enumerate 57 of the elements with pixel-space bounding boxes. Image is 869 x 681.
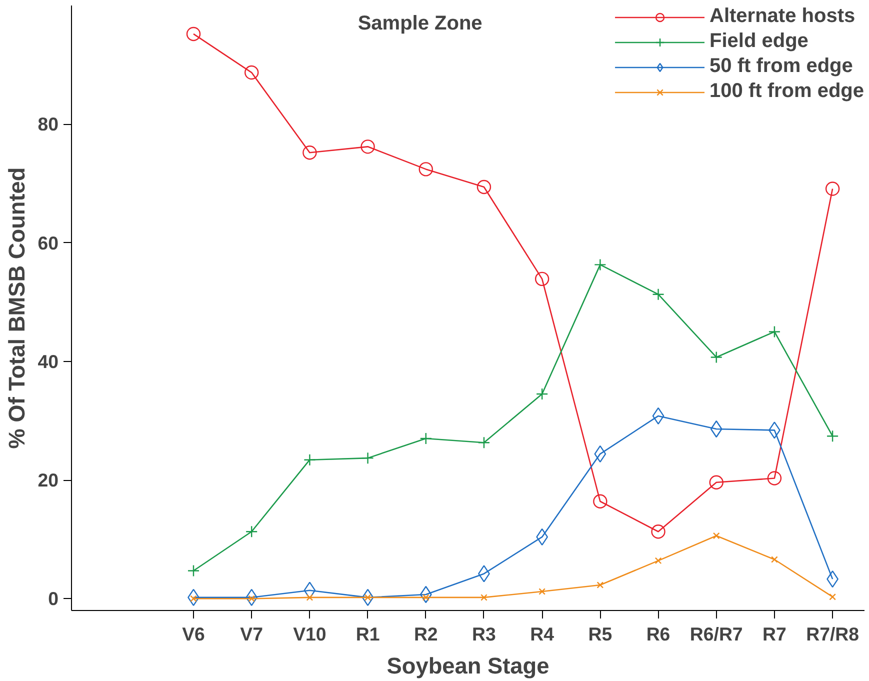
y-tick-label: 40 [38, 350, 59, 372]
point [245, 526, 258, 538]
point [302, 146, 317, 160]
y-tick-label: 20 [38, 470, 59, 491]
x-tick-label: R3 [472, 624, 496, 644]
point [536, 388, 548, 400]
x-tick-label: R1 [356, 624, 380, 644]
point [476, 180, 492, 194]
point [186, 26, 201, 42]
point [767, 471, 782, 486]
point [538, 588, 546, 595]
x-tick-label: V6 [182, 624, 205, 644]
x-tick-label: R6 [646, 624, 670, 644]
point [244, 65, 259, 80]
point [362, 452, 374, 464]
point [651, 524, 666, 539]
point [534, 272, 550, 286]
point [360, 140, 375, 154]
y-tick-label: 0 [48, 588, 59, 610]
y-tick-label: 60 [38, 232, 59, 254]
x-tick-label: R4 [530, 624, 555, 644]
point [593, 494, 608, 508]
point [709, 475, 724, 490]
point [829, 593, 836, 600]
point [710, 351, 722, 364]
point [596, 582, 604, 588]
point [594, 258, 606, 271]
point [768, 326, 781, 338]
legend-label: 100 ft from edge [710, 80, 864, 103]
legend-label: Field edge [710, 30, 808, 53]
y-tick-label: 80 [38, 114, 59, 135]
point [771, 556, 778, 563]
point [480, 594, 488, 601]
point [187, 564, 200, 577]
x-tick-label: R5 [588, 624, 612, 644]
point [418, 162, 433, 176]
point [306, 594, 314, 601]
x-tick-label: R2 [414, 624, 438, 644]
point [304, 582, 316, 599]
y-axis-title: % Of Total BMSB Counted [4, 167, 30, 449]
x-tick-label: R7 [762, 624, 786, 644]
point [652, 288, 664, 300]
x-tick-label: R6/R7 [690, 624, 743, 644]
point [420, 432, 432, 445]
point [712, 532, 720, 540]
x-axis-title: Soybean Stage [386, 652, 550, 678]
point [478, 436, 490, 449]
point [654, 557, 662, 564]
x-tick-label: V7 [240, 624, 264, 644]
legend-label: 50 ft from edge [710, 55, 853, 78]
chart-title: Sample Zone [358, 12, 482, 34]
point [304, 454, 316, 466]
x-tick-label: V10 [293, 624, 326, 644]
point [826, 430, 839, 442]
point [825, 182, 840, 196]
x-tick-label: R7/R8 [806, 624, 859, 644]
legend-label: Alternate hosts [710, 5, 856, 28]
